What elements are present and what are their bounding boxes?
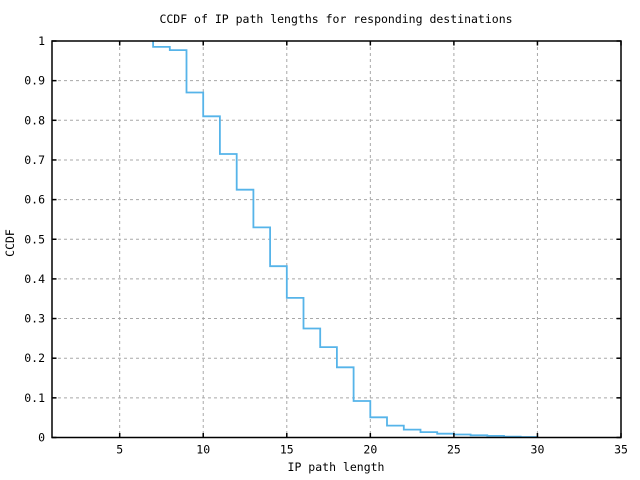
chart-title: CCDF of IP path lengths for responding d… <box>159 12 512 26</box>
x-tick-label: 15 <box>280 443 294 457</box>
y-tick-label: 1 <box>38 34 45 48</box>
y-tick-label: 0.3 <box>24 312 45 326</box>
frame-layer <box>51 40 622 439</box>
y-tick-label: 0.7 <box>24 153 45 167</box>
y-tick-label: 0.9 <box>24 74 45 88</box>
x-tick-label: 35 <box>614 443 628 457</box>
y-tick-label: 0 <box>38 431 45 445</box>
x-tick-label: 5 <box>116 443 123 457</box>
x-tick-label: 20 <box>363 443 377 457</box>
ccdf-step-line <box>152 41 539 438</box>
grid-layer <box>52 41 621 438</box>
y-axis-label: CCDF <box>3 229 17 257</box>
y-tick-label: 0.5 <box>24 232 45 246</box>
tick-label-layer: 5 10 15 20 25 30 35 0 0.1 0.2 0.3 0.4 0.5 0.6 0.7 0.8 0.… <box>24 34 628 457</box>
x-tick-label: 10 <box>196 443 210 457</box>
y-tick-label: 0.1 <box>24 391 45 405</box>
x-axis-label: IP path length <box>288 460 385 474</box>
series-layer <box>152 41 539 438</box>
y-tick-label: 0.2 <box>24 351 45 365</box>
y-tick-label: 0.8 <box>24 113 45 127</box>
y-tick-label: 0.4 <box>24 272 45 286</box>
x-tick-label: 30 <box>531 443 545 457</box>
y-tick-label: 0.6 <box>24 193 45 207</box>
x-tick-label: 25 <box>447 443 461 457</box>
